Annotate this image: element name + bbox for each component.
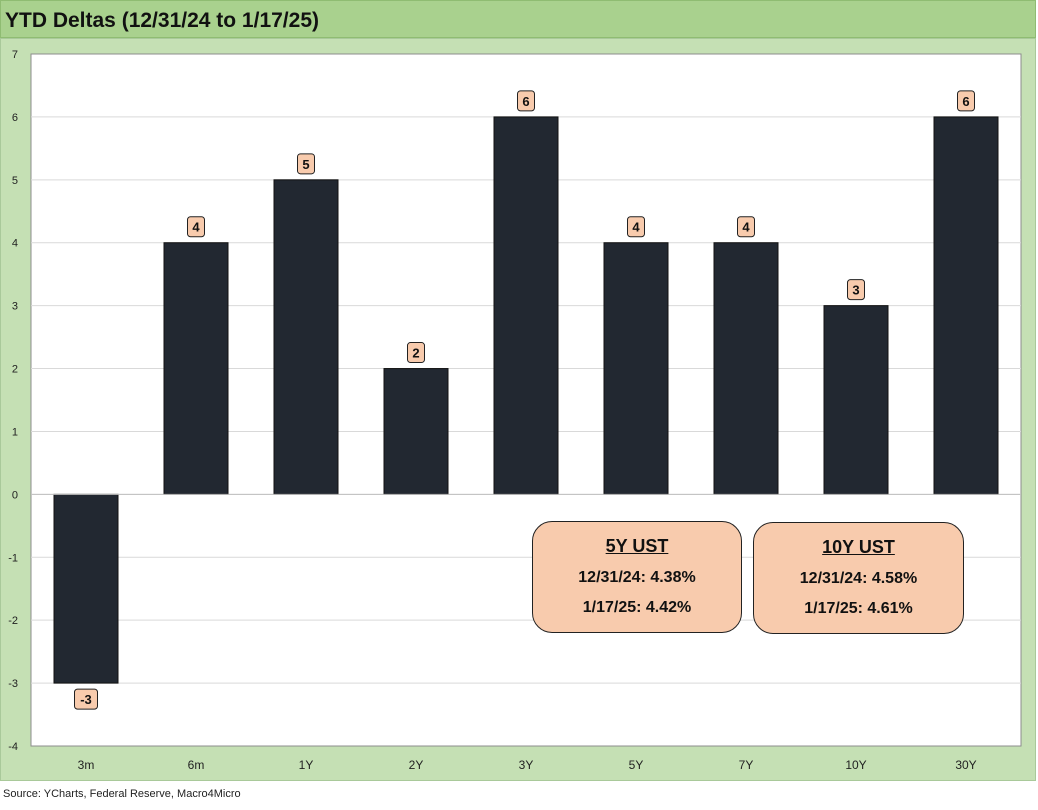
data-label-box xyxy=(737,216,755,238)
x-tick-label: 3Y xyxy=(519,758,534,772)
bar xyxy=(163,242,229,495)
bar xyxy=(713,242,779,495)
data-label-box xyxy=(187,216,205,238)
info-box-10y-ust: 10Y UST 12/31/24: 4.58% 1/17/25: 4.61% xyxy=(753,522,964,634)
x-tick-label: 2Y xyxy=(409,758,424,772)
data-label: 4 xyxy=(632,220,640,235)
x-tick-label: 5Y xyxy=(629,758,644,772)
data-label-box xyxy=(74,688,98,710)
y-tick-label: -4 xyxy=(8,741,18,753)
x-tick-label: 30Y xyxy=(955,758,976,772)
bar xyxy=(53,493,119,684)
y-tick-label: 4 xyxy=(12,238,18,250)
bar-chart: -4 -3 -2 -1 0 1 2 3 4 5 6 7 -3 3m 4 6m 5 1Y 2 2Y 6 3Y 4 5Y 4 7Y 3 1… xyxy=(8,49,1022,772)
x-tick-label: 7Y xyxy=(739,758,754,772)
bar xyxy=(273,179,339,495)
x-tick-label: 1Y xyxy=(299,758,314,772)
info-box-line-end: 1/17/25: 4.42% xyxy=(582,599,692,616)
y-tick-label: 0 xyxy=(12,489,18,501)
data-label-box xyxy=(517,90,535,112)
chart-title: YTD Deltas (12/31/24 to 1/17/25) xyxy=(5,9,319,32)
info-box-line-start: 12/31/24: 4.58% xyxy=(799,570,918,587)
data-label: -3 xyxy=(80,692,92,707)
x-tick-label: 10Y xyxy=(845,758,866,772)
y-tick-label: 6 xyxy=(12,112,18,124)
data-label: 2 xyxy=(412,346,419,361)
y-tick-label: 2 xyxy=(12,364,18,376)
data-label: 4 xyxy=(192,220,200,235)
y-tick-label: -3 xyxy=(8,678,18,690)
data-label: 6 xyxy=(522,94,529,109)
data-label-box xyxy=(957,90,975,112)
data-label-box xyxy=(297,153,315,175)
bar xyxy=(383,368,449,495)
bar xyxy=(823,305,889,495)
data-label: 4 xyxy=(742,220,750,235)
info-box-line-start: 12/31/24: 4.38% xyxy=(578,569,696,586)
x-tick-label: 6m xyxy=(188,758,205,772)
info-box-title: 5Y UST xyxy=(605,536,669,556)
info-box-title: 10Y UST xyxy=(822,537,895,557)
data-label: 3 xyxy=(852,283,859,298)
data-label: 6 xyxy=(962,94,969,109)
title-bar: YTD Deltas (12/31/24 to 1/17/25) xyxy=(0,0,1036,38)
bar xyxy=(603,242,669,495)
y-tick-label: -1 xyxy=(8,552,18,564)
bar xyxy=(493,116,559,495)
y-tick-label: 3 xyxy=(12,301,18,313)
y-tick-label: 7 xyxy=(12,49,18,61)
bar xyxy=(933,116,999,495)
y-tick-label: 1 xyxy=(12,426,18,438)
y-tick-label: -2 xyxy=(8,615,18,627)
x-tick-label: 3m xyxy=(78,758,95,772)
info-box-line-end: 1/17/25: 4.61% xyxy=(804,600,913,617)
source-note: Source: YCharts, Federal Reserve, Macro4… xyxy=(3,788,241,800)
data-label-box xyxy=(627,216,645,238)
data-label-box xyxy=(407,342,425,364)
info-box-5y-ust: 5Y UST 12/31/24: 4.38% 1/17/25: 4.42% xyxy=(532,521,742,633)
data-label-box xyxy=(847,279,865,301)
data-label: 5 xyxy=(302,157,309,172)
y-tick-label: 5 xyxy=(12,175,18,187)
